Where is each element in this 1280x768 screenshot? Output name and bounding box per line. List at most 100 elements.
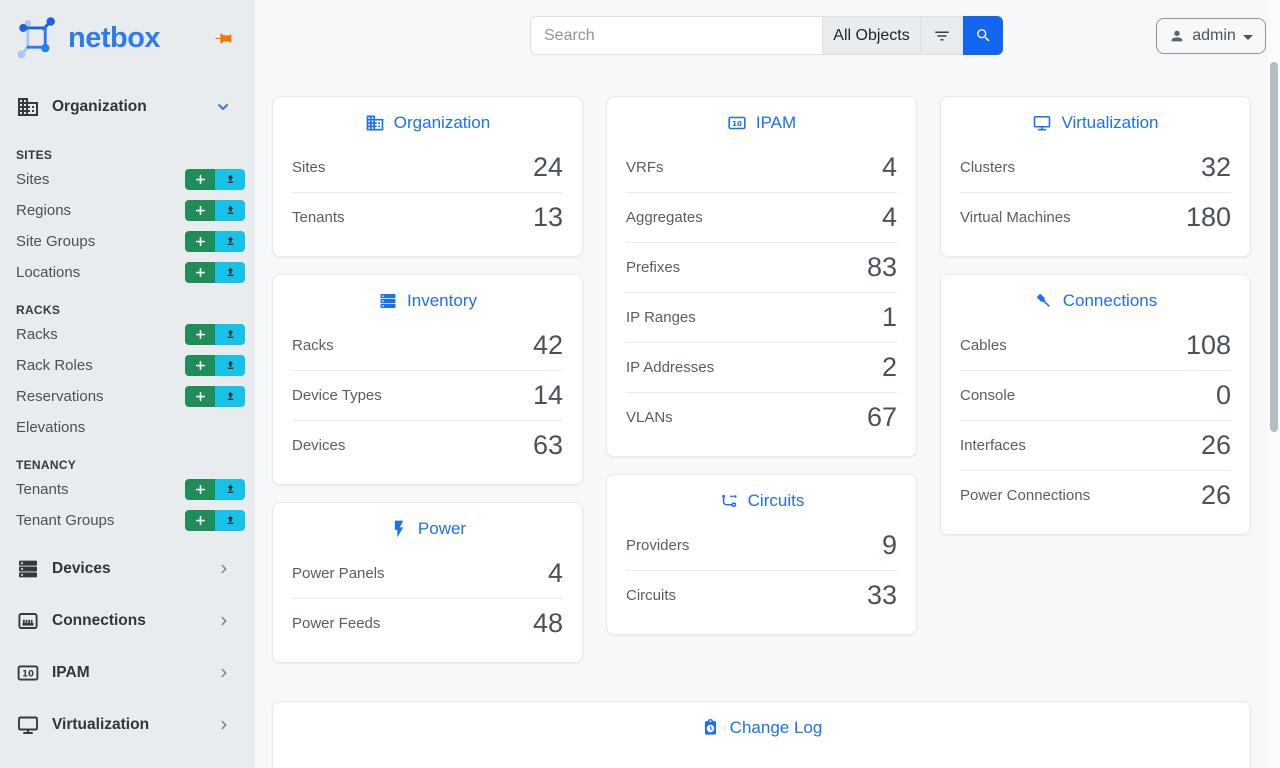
monitor-icon	[1032, 113, 1052, 133]
sidebar-item-racks[interactable]: Racks	[0, 319, 255, 350]
chevron-down-icon	[215, 99, 231, 115]
chevron-right-icon	[217, 666, 231, 680]
brand-wordmark[interactable]: netbox	[68, 21, 161, 54]
sidebar-item-ipam[interactable]: 10 IPAM	[10, 654, 245, 692]
sidebar-item-tenant-groups[interactable]: Tenant Groups	[0, 505, 255, 536]
card-title-virtualization[interactable]: Virtualization	[941, 97, 1250, 142]
brand: netbox	[0, 0, 255, 64]
sidebar-item-regions[interactable]: Regions	[0, 195, 255, 226]
stat-row: Interfaces 26	[960, 420, 1231, 470]
add-button[interactable]	[185, 324, 215, 345]
sidebar-item-sites[interactable]: Sites	[0, 164, 255, 195]
add-button[interactable]	[185, 510, 215, 531]
user-menu-button[interactable]: admin	[1156, 18, 1266, 54]
sidebar-item-reservations[interactable]: Reservations	[0, 381, 255, 412]
scrollbar-thumb[interactable]	[1270, 62, 1278, 432]
transit-connection-icon	[719, 491, 739, 511]
stat-row: Cables 108	[960, 329, 1231, 360]
building-icon	[365, 113, 385, 133]
card-title-power[interactable]: Power	[273, 503, 582, 548]
stat-row: Power Feeds 48	[292, 598, 563, 648]
search-input[interactable]	[530, 16, 822, 55]
stat-row: Racks 42	[292, 329, 563, 360]
sidebar-item-devices[interactable]: Devices	[10, 550, 245, 588]
sidebar-item-site-groups[interactable]: Site Groups	[0, 226, 255, 257]
import-button[interactable]	[215, 479, 245, 500]
sidebar-item-rack-roles[interactable]: Rack Roles	[0, 350, 255, 381]
add-button[interactable]	[185, 200, 215, 221]
stat-row: Prefixes 83	[626, 242, 897, 292]
stat-row: Device Types 14	[292, 370, 563, 420]
add-button[interactable]	[185, 386, 215, 407]
import-button[interactable]	[215, 200, 245, 221]
scrollbar-track	[1268, 0, 1280, 768]
stat-row: VLANs 67	[626, 392, 897, 442]
building-icon	[16, 95, 40, 119]
stat-row: Power Panels 4	[292, 557, 563, 588]
add-button[interactable]	[185, 479, 215, 500]
netbox-logo-icon[interactable]	[14, 16, 60, 60]
sidebar: netbox Organization SITES Sites	[0, 0, 256, 768]
stat-row: Aggregates 4	[626, 192, 897, 242]
card-title-ipam[interactable]: 10 IPAM	[607, 97, 916, 142]
stat-row: IP Ranges 1	[626, 292, 897, 342]
filter-icon	[934, 31, 949, 40]
caret-down-icon	[1242, 34, 1253, 40]
import-button[interactable]	[215, 324, 245, 345]
counter-icon: 10	[727, 113, 747, 133]
add-button[interactable]	[185, 169, 215, 190]
import-button[interactable]	[215, 169, 245, 190]
sidebar-item-tenants[interactable]: Tenants	[0, 474, 255, 505]
filter-button[interactable]	[920, 16, 963, 55]
stat-row: Circuits 33	[626, 570, 897, 620]
add-button[interactable]	[185, 355, 215, 376]
sidebar-item-label: Organization	[52, 98, 147, 115]
card-title-change-log[interactable]: Change Log	[273, 702, 1250, 747]
topbar: All Objects admin	[256, 0, 1280, 55]
pin-sidebar-icon[interactable]	[214, 29, 233, 48]
svg-text:10: 10	[732, 119, 742, 128]
card-title-organization[interactable]: Organization	[273, 97, 582, 142]
stat-row: Devices 63	[292, 420, 563, 470]
import-button[interactable]	[215, 510, 245, 531]
import-button[interactable]	[215, 231, 245, 252]
sidebar-item-connections[interactable]: Connections	[10, 602, 245, 640]
sidebar-item-locations[interactable]: Locations	[0, 257, 255, 288]
add-button[interactable]	[185, 262, 215, 283]
card-power: Power Power Panels 4 Power Feeds 48	[272, 502, 583, 663]
card-inventory: Inventory Racks 42 Device Types 14 Devices…	[272, 274, 583, 485]
stat-row: Virtual Machines 180	[960, 192, 1231, 242]
sidebar-group-racks: RACKS	[16, 303, 61, 317]
import-button[interactable]	[215, 355, 245, 376]
add-button[interactable]	[185, 231, 215, 252]
chevron-right-icon	[217, 614, 231, 628]
server-stack-icon	[378, 291, 398, 311]
import-button[interactable]	[215, 386, 245, 407]
search-button[interactable]	[963, 16, 1003, 55]
chevron-right-icon	[217, 562, 231, 576]
global-search: All Objects	[530, 16, 1003, 55]
server-stack-icon	[16, 557, 40, 581]
card-title-circuits[interactable]: Circuits	[607, 475, 916, 520]
chevron-right-icon	[217, 718, 231, 732]
card-connections: Connections Cables 108 Console 0 Interface…	[940, 274, 1251, 535]
stat-row: Clusters 32	[960, 151, 1231, 182]
card-ipam: 10 IPAM VRFs 4 Aggregates 4 Prefixes 83 IP …	[606, 96, 917, 457]
sidebar-item-organization[interactable]: Organization	[10, 88, 245, 126]
card-circuits: Circuits Providers 9 Circuits 33	[606, 474, 917, 635]
sidebar-item-elevations[interactable]: Elevations	[16, 419, 86, 436]
card-title-connections[interactable]: Connections	[941, 275, 1250, 320]
search-icon	[976, 29, 990, 42]
import-button[interactable]	[215, 262, 245, 283]
sidebar-group-sites: SITES	[16, 148, 53, 162]
stat-row: Sites 24	[292, 151, 563, 182]
sidebar-group-tenancy: TENANCY	[16, 458, 77, 472]
card-title-inventory[interactable]: Inventory	[273, 275, 582, 320]
cable-icon	[1034, 291, 1054, 311]
search-scope-select[interactable]: All Objects	[822, 16, 920, 55]
sidebar-item-virtualization[interactable]: Virtualization	[10, 706, 245, 744]
card-virtualization: Virtualization Clusters 32 Virtual Machin…	[940, 96, 1251, 257]
main-content: All Objects admin Organi	[256, 0, 1280, 768]
clipboard-clock-icon	[701, 718, 721, 738]
